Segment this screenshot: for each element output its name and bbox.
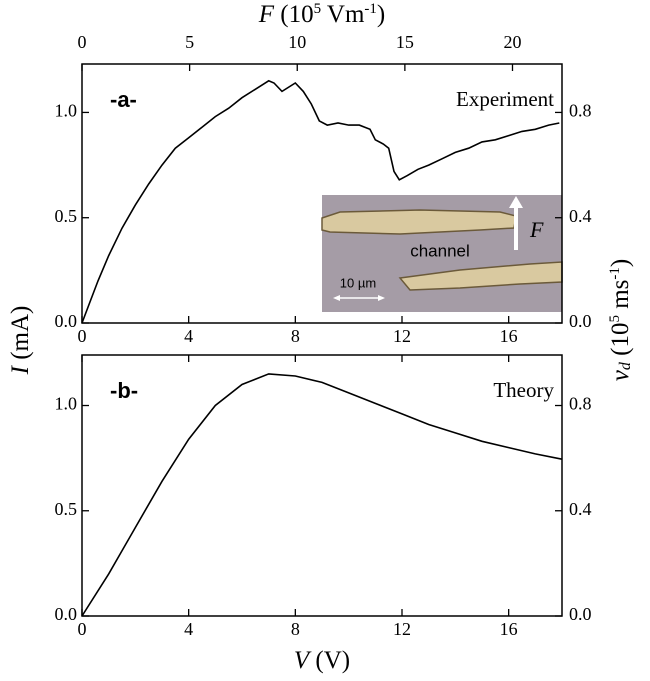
y2-axis-label: vd (105 ms-1) (607, 259, 635, 381)
x-tick-label: 8 (291, 619, 300, 639)
x2-axis-label-part: -1 (364, 1, 377, 17)
y-axis-label: I (mA) (7, 306, 34, 376)
y2-tick-label: 0.4 (569, 499, 592, 519)
x-tick-label: 12 (393, 619, 411, 639)
inset-photo (321, 195, 563, 312)
x2-axis-label-part: Vm (321, 1, 365, 28)
scale-arrow-head (333, 295, 340, 301)
field-arrow-head (509, 196, 523, 208)
y-tick-label: 0.0 (55, 604, 78, 624)
y-axis-label-part: (mA) (7, 306, 34, 366)
y2-axis-label-part: d (617, 361, 634, 370)
x-axis-label-part: V (294, 647, 312, 674)
y2-axis-label-part: ms (607, 280, 634, 315)
plot-frame (81, 63, 563, 324)
y-axis-label-part: I (7, 364, 34, 375)
y2-tick-label: 0.0 (569, 604, 592, 624)
y2-axis-label-part: -1 (607, 267, 623, 280)
plot-frame (81, 354, 563, 617)
y-tick-label: 0.0 (55, 311, 78, 331)
scale-arrow-head (378, 295, 385, 301)
inset-label: channel (410, 241, 470, 260)
x2-axis-label-part: F (258, 1, 275, 28)
x-tick-label: 16 (500, 326, 518, 346)
y-tick-label: 1.0 (55, 101, 78, 121)
y2-axis-label-part: (10 (607, 323, 634, 363)
panel-label: -b- (110, 378, 138, 403)
x2-tick-label: 10 (288, 32, 306, 52)
x-tick-label: 0 (78, 619, 87, 639)
annotation: Theory (493, 378, 554, 402)
x2-tick-label: 5 (185, 32, 194, 52)
x-tick-label: 0 (78, 326, 87, 346)
inset-scale: 10 µm (340, 275, 376, 290)
panel-label: -a- (110, 87, 137, 112)
x2-axis-label-part: ) (377, 1, 385, 28)
x-tick-label: 12 (393, 326, 411, 346)
y2-axis-label-part: 5 (607, 315, 623, 323)
x2-axis-label: F (105 Vm-1) (258, 1, 386, 28)
x-axis-label: V (V) (294, 647, 350, 674)
x2-tick-label: 15 (396, 32, 414, 52)
x2-tick-label: 20 (503, 32, 521, 52)
y2-axis-label-part: ) (607, 259, 634, 267)
annotation: Experiment (456, 87, 554, 111)
x-tick-label: 4 (184, 326, 193, 346)
x-tick-label: 8 (291, 326, 300, 346)
y2-tick-label: 0.4 (569, 206, 592, 226)
data-line (81, 79, 560, 324)
x-axis-label-part: (V) (309, 647, 350, 674)
x2-axis-label-part: 5 (314, 1, 322, 17)
x-tick-label: 16 (500, 619, 518, 639)
y2-tick-label: 0.8 (569, 394, 592, 414)
y-tick-label: 1.0 (55, 394, 78, 414)
inset-field: F (529, 217, 544, 242)
data-line (81, 373, 563, 617)
y-tick-label: 0.5 (55, 206, 78, 226)
y2-axis-label-part: v (607, 369, 634, 381)
y2-tick-label: 0.0 (569, 311, 592, 331)
x2-axis-label-part: (10 (274, 1, 314, 28)
y2-tick-label: 0.8 (569, 101, 592, 121)
x-tick-label: 4 (184, 619, 193, 639)
x2-tick-label: 0 (78, 32, 87, 52)
y-tick-label: 0.5 (55, 499, 78, 519)
